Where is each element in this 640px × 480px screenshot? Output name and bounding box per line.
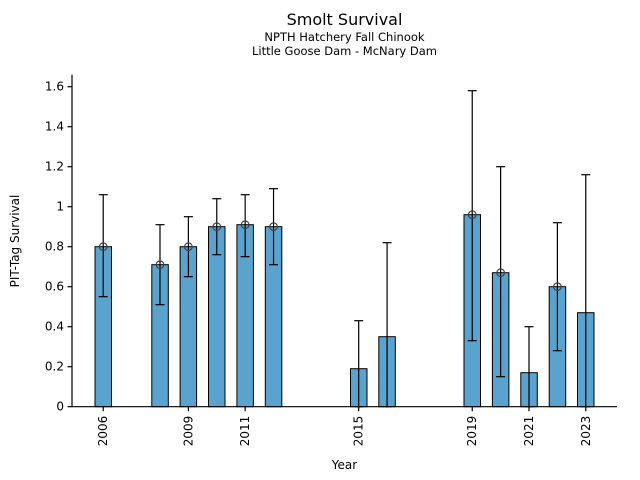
marker-2006 (98, 242, 108, 252)
marker-2010 (212, 222, 222, 232)
marker-2019 (467, 210, 477, 220)
chart-subtitle-hatchery: NPTH Hatchery Fall Chinook (264, 30, 425, 44)
y-tick-label-0.2: 0.2 (45, 360, 64, 374)
x-axis-label: Year (331, 458, 358, 472)
y-tick-label-0.8: 0.8 (45, 240, 64, 254)
x-tick-label-2009: 2009 (181, 416, 195, 447)
x-tick-label-2023: 2023 (579, 416, 593, 447)
y-tick-label-1.6: 1.6 (45, 80, 64, 94)
marker-2012 (269, 222, 278, 232)
x-tick-label-2021: 2021 (522, 416, 536, 447)
y-tick-label-0: 0 (56, 400, 64, 414)
x-tick-label-2006: 2006 (96, 416, 110, 447)
y-tick-label-1.2: 1.2 (45, 160, 64, 174)
chart-title: Smolt Survival (286, 10, 403, 29)
y-tick-label-1.4: 1.4 (45, 120, 64, 134)
x-tick-label-2019: 2019 (465, 416, 479, 447)
marker-2020 (496, 268, 506, 278)
y-tick-label-0.6: 0.6 (45, 280, 64, 294)
marker-2022 (552, 282, 562, 292)
chart-subtitle-reach: Little Goose Dam - McNary Dam (251, 44, 437, 58)
marker-2008 (155, 260, 165, 270)
y-tick-label-1: 1 (56, 200, 64, 214)
marker-2009 (183, 242, 193, 252)
x-tick-label-2011: 2011 (238, 416, 252, 447)
y-tick-label-0.4: 0.4 (45, 320, 64, 334)
x-tick-label-2015: 2015 (352, 416, 366, 447)
marker-2011 (240, 220, 250, 230)
